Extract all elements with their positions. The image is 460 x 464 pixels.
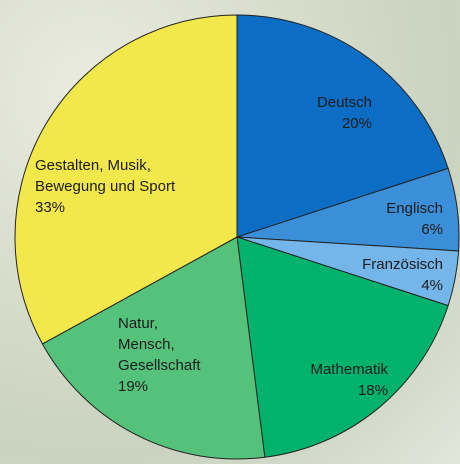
value-label: 6% <box>386 219 443 240</box>
page: (() => { const data = JSON.parse(documen… <box>0 0 460 464</box>
value-label: 18% <box>310 380 388 401</box>
value-label: 33% <box>35 197 175 218</box>
category-label: Deutsch <box>317 92 372 113</box>
category-label: Mathematik <box>310 359 388 380</box>
value-label: 4% <box>362 275 443 296</box>
category-label: Gestalten, Musik, Bewegung und Sport <box>35 155 175 197</box>
category-label: Natur, Mensch, Gesellschaft <box>118 313 201 376</box>
value-label: 20% <box>317 113 372 134</box>
value-label: 19% <box>118 376 201 397</box>
category-label: Französisch <box>362 254 443 275</box>
category-label: Englisch <box>386 198 443 219</box>
